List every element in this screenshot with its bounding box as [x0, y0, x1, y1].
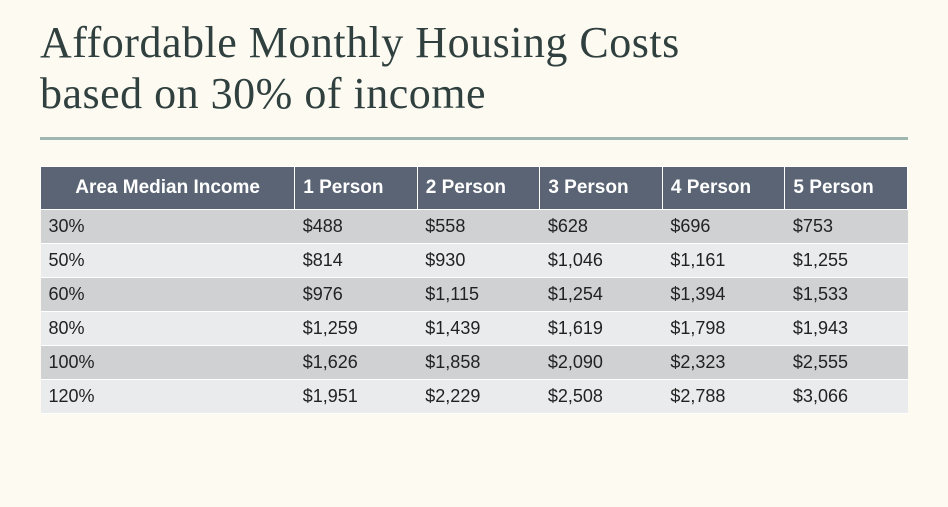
table-row: 30% $488 $558 $628 $696 $753 [41, 210, 908, 244]
page: Affordable Monthly Housing Costs based o… [0, 0, 948, 444]
cell-val: $1,951 [295, 380, 418, 414]
page-title: Affordable Monthly Housing Costs based o… [40, 18, 908, 119]
table-row: 120% $1,951 $2,229 $2,508 $2,788 $3,066 [41, 380, 908, 414]
cell-val: $558 [417, 210, 540, 244]
cell-val: $1,943 [785, 312, 908, 346]
col-header-label: Area Median Income [75, 177, 260, 198]
cell-ami: 120% [41, 380, 295, 414]
cell-val: $1,439 [417, 312, 540, 346]
title-line-2: based on 30% of income [40, 69, 486, 118]
table-row: 50% $814 $930 $1,046 $1,161 $1,255 [41, 244, 908, 278]
col-header-4p: 4 Person [662, 167, 785, 210]
col-header-5p: 5 Person [785, 167, 908, 210]
cell-val: $930 [417, 244, 540, 278]
cell-val: $1,046 [540, 244, 663, 278]
table-row: 100% $1,626 $1,858 $2,090 $2,323 $2,555 [41, 346, 908, 380]
cell-val: $2,788 [662, 380, 785, 414]
cell-val: $2,508 [540, 380, 663, 414]
table-header-row: Area Median Income 1 Person 2 Person 3 P… [41, 167, 908, 210]
cell-val: $628 [540, 210, 663, 244]
cell-val: $1,533 [785, 278, 908, 312]
cell-ami: 80% [41, 312, 295, 346]
cell-val: $1,259 [295, 312, 418, 346]
housing-cost-table: Area Median Income 1 Person 2 Person 3 P… [40, 166, 908, 414]
col-header-1p: 1 Person [295, 167, 418, 210]
divider-rule [40, 137, 908, 140]
cell-ami: 30% [41, 210, 295, 244]
title-line-1: Affordable Monthly Housing Costs [40, 18, 680, 67]
table-row: 60% $976 $1,115 $1,254 $1,394 $1,533 [41, 278, 908, 312]
cell-val: $1,255 [785, 244, 908, 278]
cell-ami: 50% [41, 244, 295, 278]
cell-val: $1,394 [662, 278, 785, 312]
col-header-2p: 2 Person [417, 167, 540, 210]
cell-val: $2,090 [540, 346, 663, 380]
cell-val: $696 [662, 210, 785, 244]
col-header-ami: Area Median Income [41, 167, 295, 210]
cell-val: $1,798 [662, 312, 785, 346]
cell-val: $1,626 [295, 346, 418, 380]
cell-val: $1,619 [540, 312, 663, 346]
cell-val: $1,254 [540, 278, 663, 312]
cell-ami: 60% [41, 278, 295, 312]
cell-val: $753 [785, 210, 908, 244]
table-row: 80% $1,259 $1,439 $1,619 $1,798 $1,943 [41, 312, 908, 346]
cell-val: $1,115 [417, 278, 540, 312]
cell-val: $2,555 [785, 346, 908, 380]
cell-val: $3,066 [785, 380, 908, 414]
cell-val: $1,161 [662, 244, 785, 278]
cell-val: $976 [295, 278, 418, 312]
cell-val: $1,858 [417, 346, 540, 380]
cell-ami: 100% [41, 346, 295, 380]
cell-val: $2,323 [662, 346, 785, 380]
cell-val: $2,229 [417, 380, 540, 414]
cell-val: $814 [295, 244, 418, 278]
cell-val: $488 [295, 210, 418, 244]
col-header-3p: 3 Person [540, 167, 663, 210]
